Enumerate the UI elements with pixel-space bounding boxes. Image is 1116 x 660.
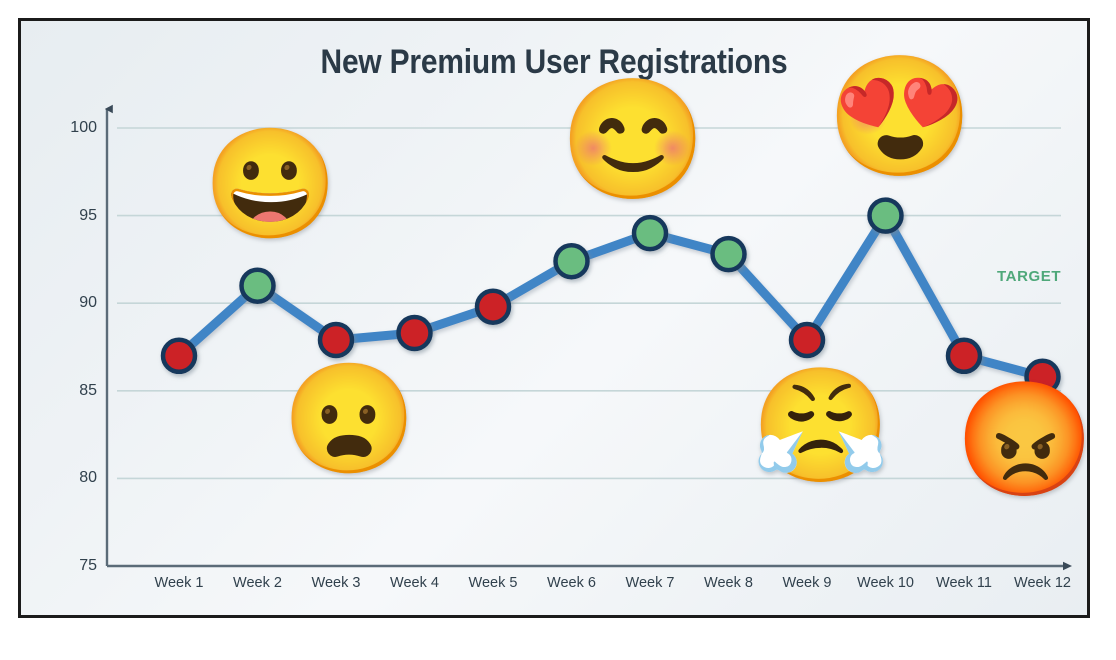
y-axis-tick-label: 85 [79, 381, 97, 399]
data-point-marker[interactable] [317, 321, 355, 359]
data-point-marker[interactable] [160, 337, 198, 375]
page-title: New Premium User Registrations [320, 43, 788, 81]
registrations-points [160, 197, 1061, 396]
y-axis-tick-label: 80 [79, 469, 97, 487]
axis-lines [104, 104, 1072, 571]
x-axis-tick-label: Week 8 [704, 575, 753, 591]
data-point-marker[interactable] [1024, 358, 1061, 396]
data-point-marker[interactable] [631, 214, 669, 252]
series-polyline [174, 211, 1047, 382]
x-axis-tick-label: Week 3 [311, 575, 361, 591]
data-point-marker[interactable] [788, 321, 826, 359]
data-point-marker[interactable] [239, 267, 276, 304]
x-axis-tick-label: Week 2 [233, 575, 282, 591]
data-point-marker[interactable] [553, 242, 590, 280]
data-point-marker[interactable] [710, 235, 747, 273]
registrations-line [174, 211, 1047, 382]
data-point-marker[interactable] [474, 288, 512, 325]
y-axis-tick-label: 90 [79, 294, 97, 312]
data-point-marker[interactable] [945, 337, 983, 375]
x-axis-tick-label: Week 4 [390, 575, 439, 591]
line-chart-plot [104, 104, 1072, 571]
x-axis-tick-label: Week 10 [857, 575, 914, 591]
target-label: TARGET [997, 268, 1062, 286]
x-axis-tick-label: Week 1 [154, 575, 204, 591]
y-axis-tick-labels: 75 80 85 90 95 100 [51, 21, 97, 615]
chart-slide-frame: New Premium User Registrations 75 80 85 90 9… [18, 18, 1090, 618]
x-axis-tick-label: Week 6 [547, 575, 596, 591]
y-axis-tick-label: 95 [79, 206, 97, 224]
x-axis-tick-label: Week 9 [782, 575, 832, 591]
x-axis-tick-label: Week 5 [468, 575, 518, 591]
x-axis-tick-label: Week 7 [625, 575, 675, 591]
x-axis-tick-label: Week 11 [936, 575, 992, 591]
y-axis-tick-label: 75 [79, 557, 97, 574]
data-point-marker[interactable] [867, 197, 904, 234]
data-point-marker[interactable] [396, 314, 433, 352]
y-axis-tick-label: 100 [70, 119, 97, 136]
x-axis-tick-label: Week 12 [1014, 575, 1071, 591]
